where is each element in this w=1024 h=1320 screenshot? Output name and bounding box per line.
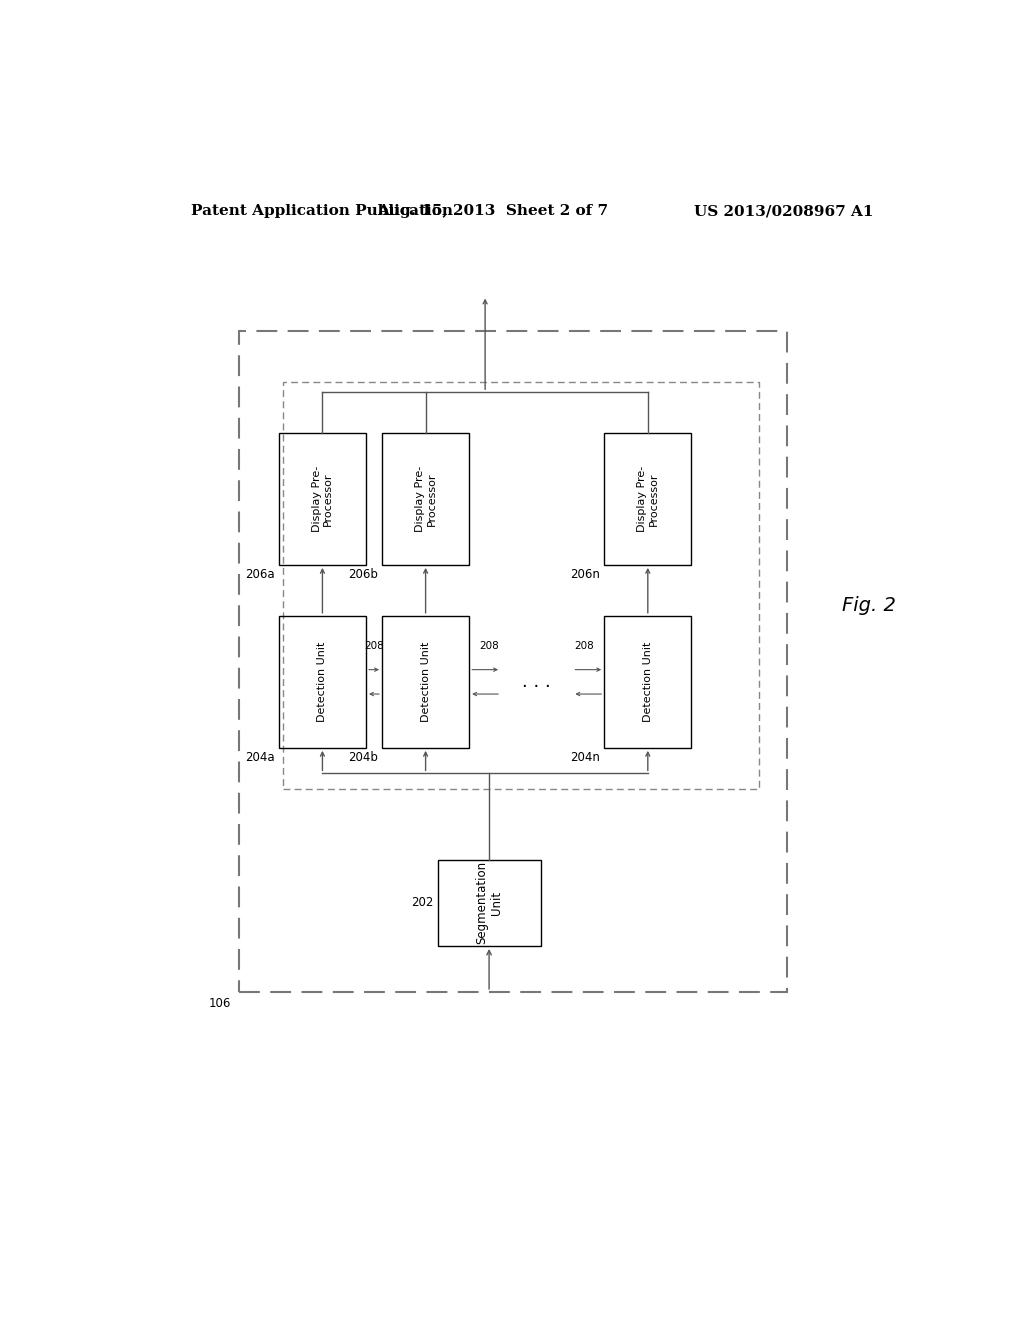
Text: 204b: 204b — [348, 751, 378, 764]
Text: Detection Unit: Detection Unit — [317, 642, 328, 722]
Text: Fig. 2: Fig. 2 — [842, 597, 896, 615]
Text: 202: 202 — [412, 896, 433, 909]
Bar — [604, 433, 691, 565]
Text: 204a: 204a — [245, 751, 274, 764]
Text: Segmentation
Unit: Segmentation Unit — [475, 862, 503, 945]
Text: Detection Unit: Detection Unit — [643, 642, 653, 722]
Bar — [382, 433, 469, 565]
Bar — [240, 331, 786, 991]
Text: . . .: . . . — [522, 673, 551, 690]
Text: 206n: 206n — [570, 568, 600, 581]
Text: 206a: 206a — [245, 568, 274, 581]
Bar — [604, 615, 691, 748]
Bar — [382, 615, 469, 748]
Bar — [437, 859, 541, 946]
Text: US 2013/0208967 A1: US 2013/0208967 A1 — [694, 205, 873, 218]
Text: 106: 106 — [209, 997, 231, 1010]
Text: 208: 208 — [479, 642, 499, 651]
Text: 208: 208 — [574, 642, 594, 651]
Text: Detection Unit: Detection Unit — [421, 642, 431, 722]
Text: Display Pre-
Processor: Display Pre- Processor — [637, 466, 658, 532]
Text: Patent Application Publication: Patent Application Publication — [191, 205, 454, 218]
Text: 208: 208 — [365, 642, 384, 651]
Text: 206b: 206b — [348, 568, 378, 581]
Bar — [279, 615, 367, 748]
Text: Aug. 15, 2013  Sheet 2 of 7: Aug. 15, 2013 Sheet 2 of 7 — [378, 205, 608, 218]
Bar — [279, 433, 367, 565]
Text: 204n: 204n — [570, 751, 600, 764]
Bar — [283, 381, 759, 788]
Text: Display Pre-
Processor: Display Pre- Processor — [311, 466, 333, 532]
Text: Display Pre-
Processor: Display Pre- Processor — [415, 466, 436, 532]
